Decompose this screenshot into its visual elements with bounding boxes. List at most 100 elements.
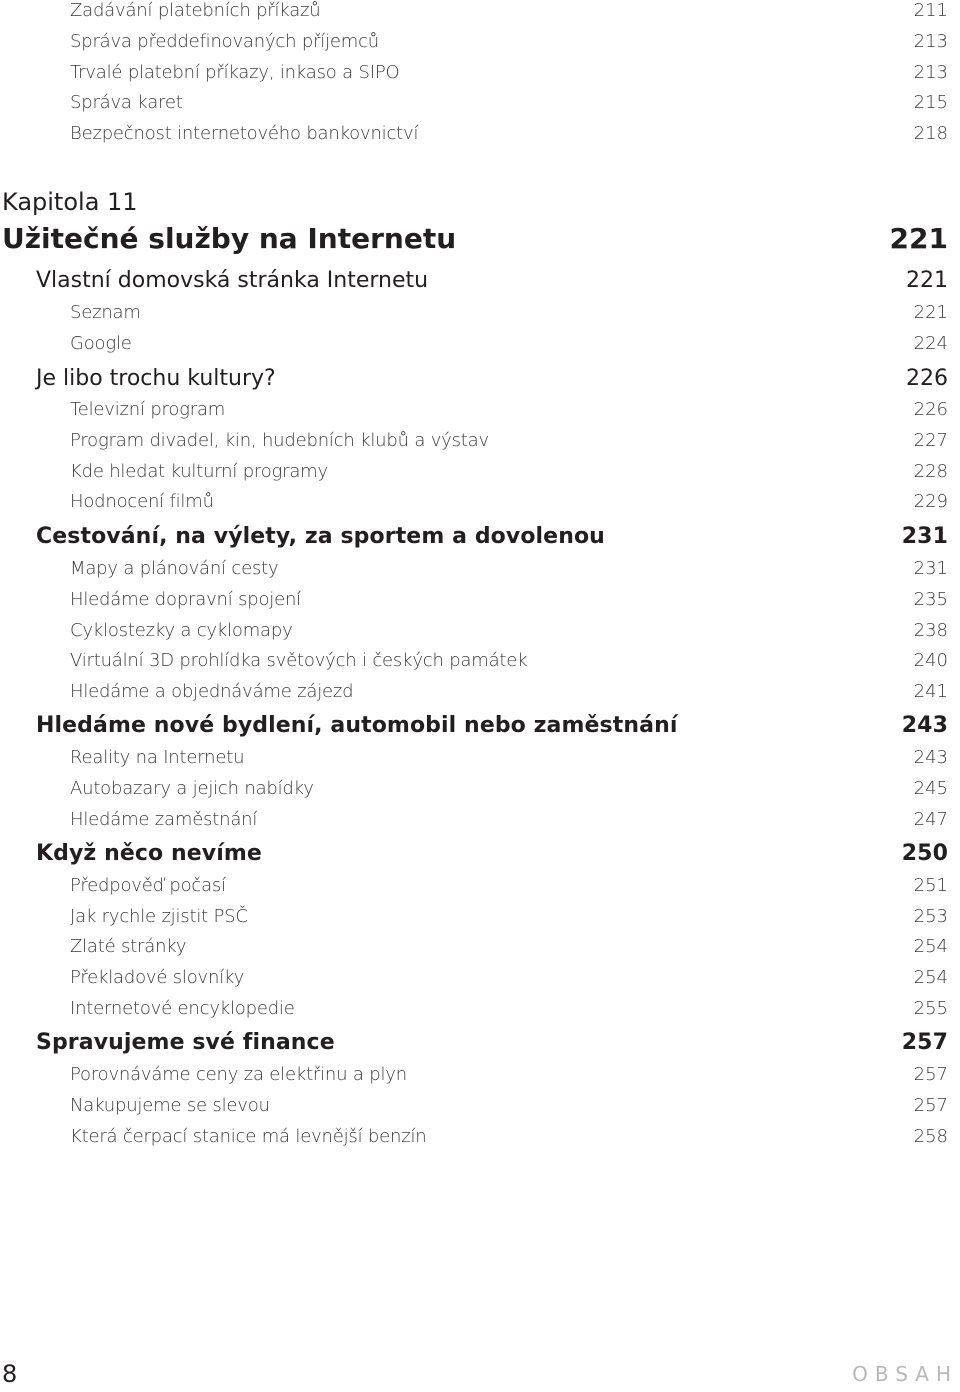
chapter-title-row: Užitečné služby na Internetu 221: [2, 222, 948, 255]
toc-entry-page: 227: [913, 430, 948, 451]
chapter-title: Užitečné služby na Internetu: [2, 222, 457, 255]
toc-entry-title: Která čerpací stanice má levnější benzín: [70, 1126, 427, 1147]
toc-section-page: 250: [901, 841, 948, 866]
toc-entry-page: 235: [913, 589, 948, 610]
toc-entry: Google 224: [70, 333, 948, 354]
toc-entry-title: Hledáme zaměstnání: [70, 809, 258, 830]
toc-entry: Seznam 221: [70, 302, 948, 323]
toc-entry-title: Překladové slovníky: [70, 967, 245, 988]
toc-entry: Hledáme a objednáváme zájezd 241: [70, 681, 948, 702]
toc-section: Hledáme nové bydlení, automobil nebo zam…: [36, 713, 948, 738]
toc-section-title: Hledáme nové bydlení, automobil nebo zam…: [36, 713, 678, 738]
toc-section-page: 231: [901, 524, 948, 549]
toc-entry-page: 245: [913, 778, 948, 799]
toc-entry-title: Autobazary a jejich nabídky: [70, 778, 314, 799]
chapter-label: Kapitola 11: [2, 188, 138, 216]
toc-entry-page: 213: [913, 31, 948, 52]
toc-entry-title: Jak rychle zjistit PSČ: [70, 906, 248, 927]
toc-entry-page: 255: [913, 998, 948, 1019]
toc-entry: Jak rychle zjistit PSČ 253: [70, 906, 948, 927]
toc-section-page: 243: [901, 713, 948, 738]
toc-section-page: 257: [901, 1030, 948, 1055]
toc-entry-title: Porovnáváme ceny za elektřinu a plyn: [70, 1064, 407, 1085]
toc-entry-page: 257: [913, 1064, 948, 1085]
toc-entry-page: 243: [913, 747, 948, 768]
toc-entry-title: Předpověď počasí: [70, 875, 226, 896]
toc-entry-page: 221: [913, 302, 948, 323]
toc-entry: Správa předdefinovaných příjemců 213: [70, 31, 948, 52]
toc-section-title: Vlastní domovská stránka Internetu: [36, 268, 429, 293]
toc-entry-title: Zlaté stránky: [70, 936, 187, 957]
toc-entry: Nakupujeme se slevou 257: [70, 1095, 948, 1116]
toc-entry-page: 254: [913, 967, 948, 988]
toc-section-page: 226: [906, 366, 948, 391]
toc-entry: Hledáme dopravní spojení 235: [70, 589, 948, 610]
toc-entry-page: 251: [913, 875, 948, 896]
toc-entry: Která čerpací stanice má levnější benzín…: [70, 1126, 948, 1147]
toc-entry-title: Zadávání platebních příkazů: [70, 0, 321, 21]
toc-entry-page: 228: [913, 461, 948, 482]
toc-entry-title: Program divadel, kin, hudebních klubů a …: [70, 430, 489, 451]
toc-entry-page: 240: [913, 650, 948, 671]
toc-entry: Překladové slovníky 254: [70, 967, 948, 988]
toc-entry-page: 213: [913, 62, 948, 83]
toc-entry-title: Televizní program: [70, 399, 226, 420]
toc-entry: Televizní program 226: [70, 399, 948, 420]
toc-entry-page: 218: [913, 123, 948, 144]
toc-entry-title: Bezpečnost internetového bankovnictví: [70, 123, 419, 144]
toc-entry-title: Trvalé platební příkazy, inkaso a SIPO: [70, 62, 400, 83]
toc-entry-page: 247: [913, 809, 948, 830]
toc-section-title: Když něco nevíme: [36, 841, 262, 866]
footer-page-number: 8: [2, 1360, 18, 1388]
toc-entry-title: Hledáme dopravní spojení: [70, 589, 301, 610]
toc-entry: Předpověď počasí 251: [70, 875, 948, 896]
toc-entry-title: Virtuální 3D prohlídka světových i český…: [70, 650, 528, 671]
toc-entry: Mapy a plánování cesty 231: [70, 558, 948, 579]
toc-section: Je libo trochu kultury? 226: [36, 366, 948, 391]
toc-entry: Zlaté stránky 254: [70, 936, 948, 957]
toc-section: Vlastní domovská stránka Internetu 221: [36, 268, 948, 293]
toc-entry: Cyklostezky a cyklomapy 238: [70, 620, 948, 641]
footer-section-label: OBSAH: [852, 1362, 958, 1386]
toc-entry-title: Internetové encyklopedie: [70, 998, 295, 1019]
toc-entry-title: Kde hledat kulturní programy: [70, 461, 328, 482]
toc-entry-title: Mapy a plánování cesty: [70, 558, 279, 579]
toc-entry-title: Cyklostezky a cyklomapy: [70, 620, 293, 641]
toc-entry: Reality na Internetu 243: [70, 747, 948, 768]
toc-entry: Bezpečnost internetového bankovnictví 218: [70, 123, 948, 144]
toc-entry: Program divadel, kin, hudebních klubů a …: [70, 430, 948, 451]
toc-entry-title: Správa předdefinovaných příjemců: [70, 31, 379, 52]
toc-entry-page: 253: [913, 906, 948, 927]
toc-entry-title: Hodnocení filmů: [70, 491, 214, 512]
toc-entry-title: Google: [70, 333, 132, 354]
toc-section-page: 221: [906, 268, 948, 293]
toc-entry-title: Seznam: [70, 302, 141, 323]
toc-entry: Zadávání platebních příkazů 211: [70, 0, 948, 21]
toc-entry: Správa karet 215: [70, 92, 948, 113]
toc-entry-title: Nakupujeme se slevou: [70, 1095, 270, 1116]
toc-entry: Hledáme zaměstnání 247: [70, 809, 948, 830]
toc-entry: Porovnáváme ceny za elektřinu a plyn 257: [70, 1064, 948, 1085]
toc-section-title: Je libo trochu kultury?: [36, 366, 276, 391]
chapter-page: 221: [889, 222, 948, 255]
toc-entry-page: 215: [913, 92, 948, 113]
toc-section-title: Spravujeme své finance: [36, 1030, 335, 1055]
toc-entry-page: 229: [913, 491, 948, 512]
toc-entry-page: 226: [913, 399, 948, 420]
toc-entry: Hodnocení filmů 229: [70, 491, 948, 512]
toc-entry-title: Reality na Internetu: [70, 747, 245, 768]
toc-entry-title: Hledáme a objednáváme zájezd: [70, 681, 354, 702]
toc-entry: Virtuální 3D prohlídka světových i český…: [70, 650, 948, 671]
toc-entry-page: 257: [913, 1095, 948, 1116]
toc-entry: Autobazary a jejich nabídky 245: [70, 778, 948, 799]
toc-entry-page: 241: [913, 681, 948, 702]
toc-entry: Internetové encyklopedie 255: [70, 998, 948, 1019]
toc-section: Spravujeme své finance 257: [36, 1030, 948, 1055]
toc-entry-page: 231: [913, 558, 948, 579]
toc-section: Když něco nevíme 250: [36, 841, 948, 866]
toc-entry-page: 211: [913, 0, 948, 21]
toc-entry-page: 238: [913, 620, 948, 641]
toc-entry-page: 254: [913, 936, 948, 957]
toc-section: Cestování, na výlety, za sportem a dovol…: [36, 524, 948, 549]
toc-entry: Kde hledat kulturní programy 228: [70, 461, 948, 482]
